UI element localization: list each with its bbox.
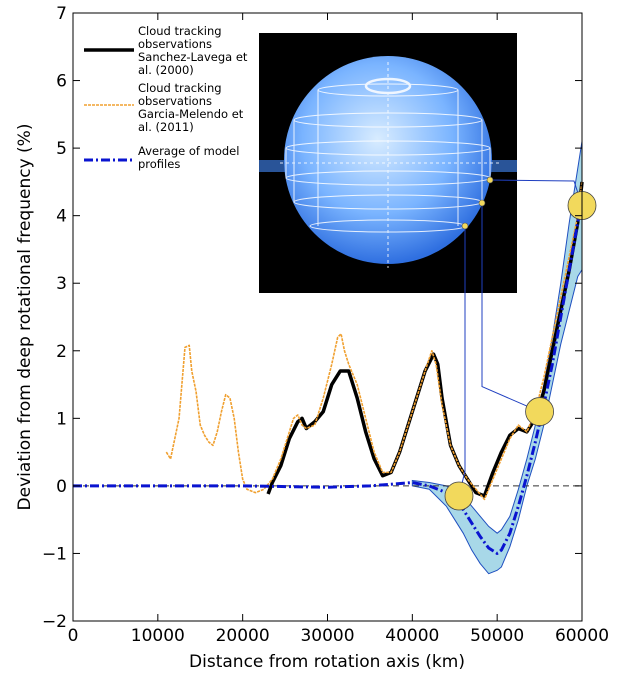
planet-image	[259, 33, 517, 293]
y-tick-label: −1	[42, 544, 67, 564]
marker	[444, 481, 474, 511]
series-line	[266, 181, 584, 498]
x-tick-label: 40000	[385, 626, 439, 646]
image-dot	[478, 199, 486, 207]
x-tick-label: 50000	[470, 626, 524, 646]
legend-label: Average of model profiles	[138, 144, 240, 171]
y-tick-label: −2	[42, 612, 67, 632]
x-tick-label: 60000	[555, 626, 609, 646]
y-tick-label: 3	[56, 274, 67, 294]
marker	[525, 397, 554, 426]
legend-label: Cloud tracking observations Garcia-Melen…	[138, 81, 244, 134]
series-line	[165, 181, 583, 501]
image-dot	[486, 176, 494, 184]
x-tick-label: 0	[68, 626, 79, 646]
x-tick-label: 10000	[131, 626, 185, 646]
series-line	[73, 195, 584, 555]
y-tick-label: 0	[56, 477, 67, 497]
y-axis-label: Deviation from deep rotational frequency…	[15, 124, 35, 511]
x-tick-label: 30000	[300, 626, 354, 646]
x-axis-label: Distance from rotation axis (km)	[189, 652, 465, 672]
y-tick-label: 5	[56, 139, 67, 159]
y-tick-label: 6	[56, 72, 67, 92]
x-tick-label: 20000	[216, 626, 270, 646]
y-tick-label: 4	[56, 207, 67, 227]
connector	[481, 203, 540, 413]
y-tick-label: 1	[56, 409, 67, 429]
image-dot	[461, 222, 469, 230]
legend-label: Cloud tracking observations Sanchez-Lave…	[138, 24, 248, 77]
y-tick-label: 2	[56, 342, 67, 362]
y-tick-label: 7	[56, 4, 67, 24]
